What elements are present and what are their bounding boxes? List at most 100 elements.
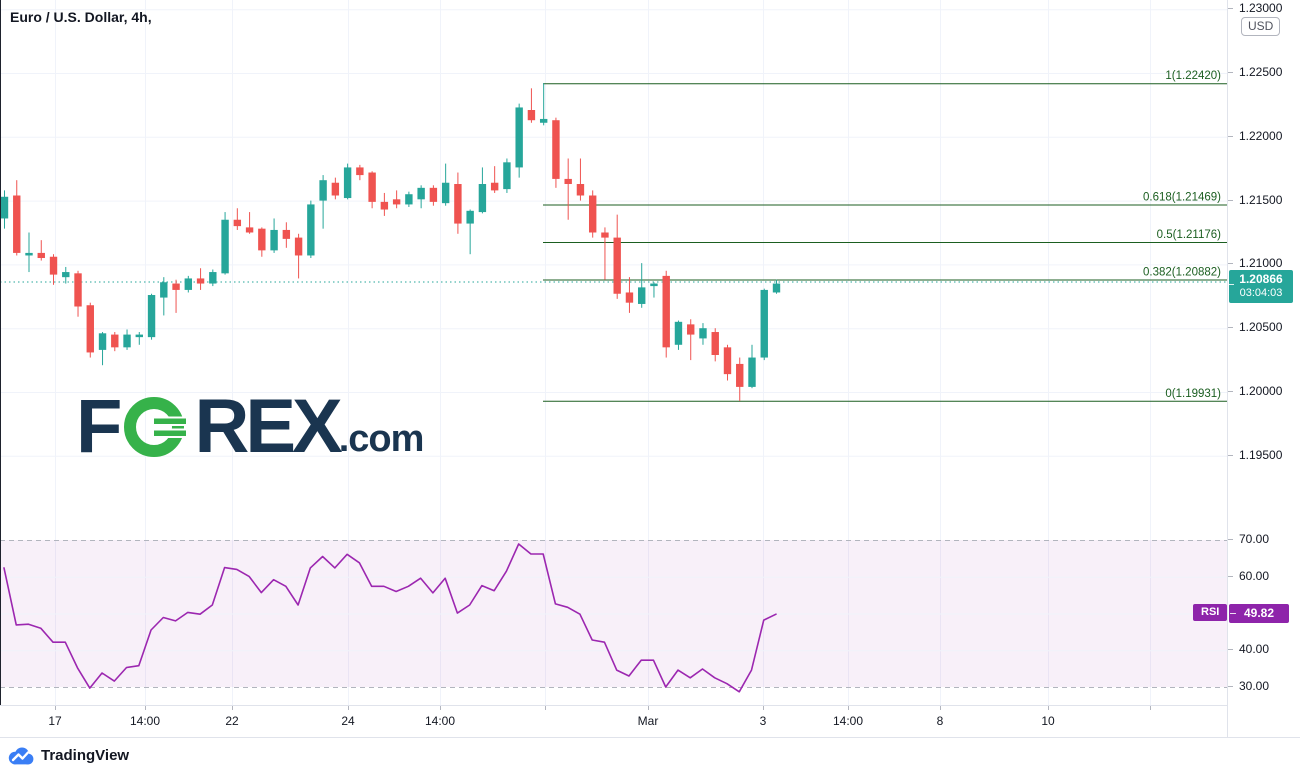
time-label: Mar [637,714,659,728]
candle-down [625,292,634,303]
candle-down [490,182,499,191]
last-price-value: 1.20866 [1239,272,1283,287]
tradingview-link[interactable]: TradingView [8,745,129,767]
candle-down [564,178,572,185]
fib-level-label: 1(1.22420) [1165,70,1221,82]
candle-down [172,283,180,290]
candle-up [160,282,168,298]
fib-level-label: 0.382(1.20882) [1143,266,1221,278]
last-price-badge: 1.20866 03:04:03 [1229,270,1293,303]
candle-down [368,172,376,202]
time-label: 24 [341,714,355,728]
candle-down [613,237,621,294]
price-tick-label: 1.19500 [1227,447,1283,462]
candle-up [515,107,523,168]
price-scale[interactable]: USD 1.20866 03:04:03 49.82 1.23000 1.2250… [1227,0,1300,737]
price-tick-label: 1.21500 [1227,192,1283,207]
time-label: 14:00 [832,714,864,728]
time-tick [55,706,56,710]
candle-down [37,252,45,259]
rsi-tick-label: 40.00 [1227,642,1270,657]
chart-left-border [0,0,1,737]
candle-up [147,295,156,338]
candle-up [135,334,143,338]
candle-down [711,332,719,355]
candle-up [466,210,474,224]
candle-up [25,252,33,256]
rsi-label-badge: RSI [1193,604,1228,622]
candle-down [258,228,266,251]
candle-up [699,328,707,339]
time-label: 14:00 [129,714,161,728]
time-tick [1150,706,1151,710]
candle-down [454,184,462,224]
candle-up [62,272,70,278]
candle-down [86,305,94,353]
symbol-legend[interactable]: Euro / U.S. Dollar, 4h, [10,9,152,25]
price-tick-label: 1.22500 [1227,65,1283,79]
candle-down [111,334,119,348]
rsi-tick-label: 60.00 [1227,568,1270,583]
candle-up [184,278,193,290]
candle-up [123,334,131,348]
time-tick [848,706,849,710]
time-tick [648,706,649,710]
rsi-tick-label: 30.00 [1227,679,1270,693]
bar-countdown: 03:04:03 [1239,286,1283,299]
fib-level-label: 0.618(1.21469) [1143,192,1221,204]
rsi-tick-label: 70.00 [1227,532,1270,546]
time-tick [348,706,349,710]
price-tick-label: 1.20500 [1227,320,1283,335]
candle-down [245,227,254,233]
time-label: 8 [936,714,944,728]
candle-up [0,196,9,219]
candle-down [196,278,205,284]
watermark-suffix: .com [338,417,425,460]
rsi-value-badge: 49.82 [1229,604,1289,624]
watermark-letters-rex: REX [194,384,342,469]
candle-down [49,256,58,275]
time-label: 10 [1041,714,1055,728]
candle-down [380,201,389,210]
candle-down [282,229,291,239]
tradingview-wordmark: TradingView [41,747,130,764]
candle-up [503,162,511,190]
currency-unit-badge[interactable]: USD [1241,17,1281,36]
chart-canvas[interactable]: 1(1.22420) 0.618(1.21469) 0.5(1.21176) 0.38… [0,0,1227,737]
candle-down [13,195,21,253]
time-tick [232,706,233,710]
time-tick [940,706,941,710]
candle-up [748,357,756,387]
rsi-line [3,543,777,693]
candle-up [638,287,646,304]
time-tick [145,706,146,710]
candle-up [539,118,548,123]
candle-up [343,167,352,199]
time-label: 17 [48,714,62,728]
fib-level-label: 0.5(1.21176) [1157,229,1222,241]
candle-up [405,194,413,205]
price-tick-label: 1.23000 [1227,1,1283,16]
price-tick-label: 1.22000 [1227,128,1283,143]
tradingview-logo-icon [8,747,34,764]
candle-up [270,229,278,251]
candle-down [294,237,303,256]
candle-up [772,283,781,293]
candle-down [736,363,744,387]
time-tick [763,706,764,710]
candle-up [307,204,315,256]
candle-down [588,195,597,233]
time-scale[interactable]: 17 14:00 22 24 14:00 Mar 3 14:00 8 10 [0,705,1227,738]
time-tick [545,706,546,710]
candle-down [527,110,536,121]
candle-down [356,167,364,176]
time-tick [1048,706,1049,710]
candle-down [601,232,609,238]
watermark-letter-f: F [76,384,122,469]
candle-up [674,321,683,345]
candle-down [662,275,670,348]
price-tick-label: 1.20000 [1227,384,1283,398]
candle-down [723,347,732,375]
candle-up [760,289,768,358]
